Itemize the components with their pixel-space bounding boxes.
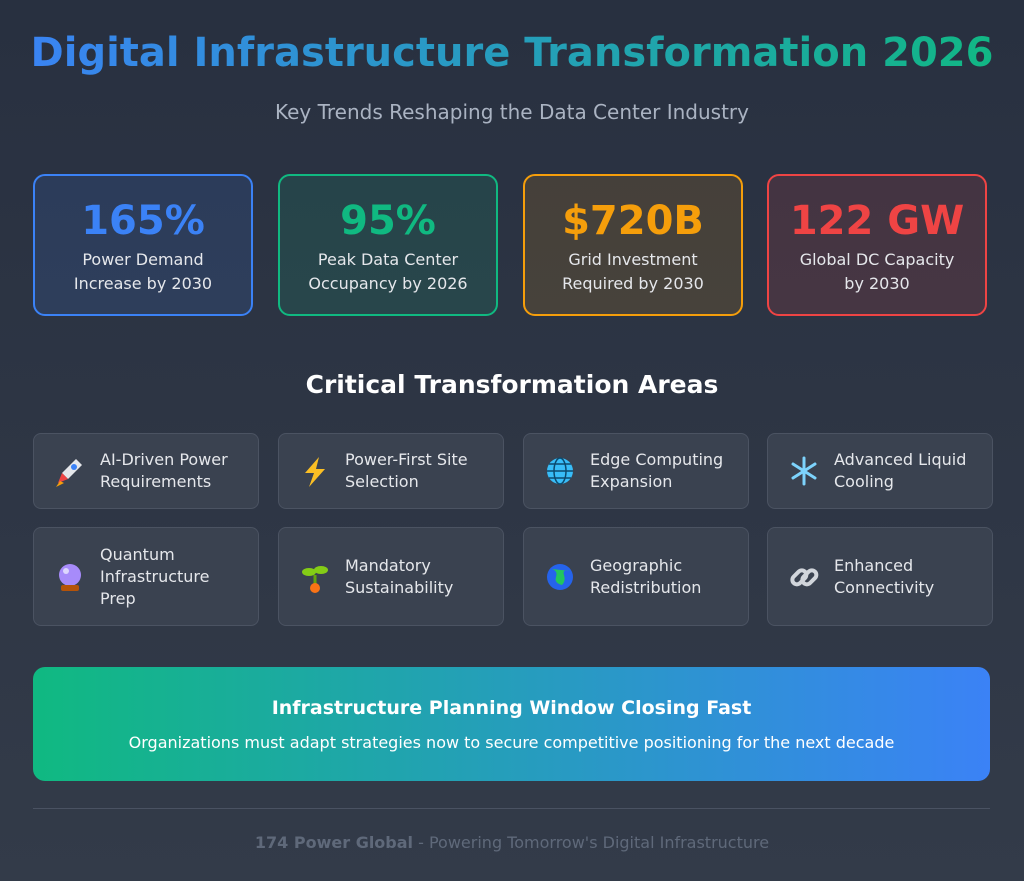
stat-card: 165% Power Demand Increase by 2030	[33, 174, 253, 316]
stat-value: $720B	[562, 198, 704, 244]
subtitle: Key Trends Reshaping the Data Center Ind…	[275, 100, 749, 124]
area-card: Power-First Site Selection	[278, 433, 504, 509]
stat-label: Grid Investment Required by 2030	[525, 248, 741, 296]
area-label-line: Expansion	[590, 472, 673, 491]
area-label-line: Sustainability	[345, 577, 454, 597]
area-card: Quantum Infrastructure Prep	[33, 527, 259, 626]
stat-label: Power Demand Increase by 2030	[35, 248, 251, 296]
icon	[791, 456, 817, 486]
footer-brand: 174 Power Global	[254, 833, 414, 852]
area-label-line: Mandatory	[345, 555, 431, 575]
area-label-line: Infrastructure	[100, 566, 210, 586]
area-card: Enhanced Connectivity	[767, 527, 993, 626]
area-label: Power-First Site Selection	[345, 449, 468, 493]
area-card: Geographic Redistribution	[523, 527, 749, 626]
stat-label-line: Global DC Capacity	[799, 250, 955, 269]
section-title: Critical Transformation Areas	[305, 370, 719, 399]
area-label: Geographic Redistribution	[590, 555, 701, 599]
stat-label-line: Peak Data Center	[317, 250, 459, 269]
icon	[547, 457, 573, 485]
area-label-line: Edge Computing	[590, 450, 724, 469]
icon	[547, 563, 573, 590]
banner-title: Infrastructure Planning Window Closing F…	[271, 697, 752, 719]
stat-label: Global DC Capacity by 2030	[769, 248, 985, 296]
stat-card: 95% Peak Data Center Occupancy by 2026	[278, 174, 498, 316]
stat-card: 122 GW Global DC Capacity by 2030	[767, 174, 987, 316]
area-label-line: Power-First Site	[345, 450, 468, 469]
area-label: Advanced Liquid Cooling	[834, 449, 966, 493]
area-label-line: AI-Driven Power	[100, 450, 228, 469]
area-label-line: Connectivity	[834, 577, 935, 597]
icon	[302, 565, 328, 593]
area-label-line: Redistribution	[590, 577, 702, 597]
stat-label-line: Required by 2030	[562, 274, 704, 293]
area-label: Enhanced Connectivity	[834, 555, 934, 599]
stat-value: 95%	[340, 198, 436, 244]
divider	[33, 808, 990, 809]
footer: 174 Power Global - Powering Tomorrow's D…	[0, 833, 1024, 852]
icon	[305, 457, 325, 487]
title: Digital Infrastructure Transformation 20…	[0, 30, 1024, 76]
area-label-line: Advanced Liquid	[834, 450, 967, 469]
icon	[790, 567, 819, 586]
stat-label-line: Increase by 2030	[73, 274, 213, 293]
area-card: AI-Driven Power Requirements	[33, 433, 259, 509]
stat-label-line: Grid Investment	[568, 250, 698, 269]
area-label: AI-Driven Power Requirements	[100, 449, 228, 493]
area-label: Mandatory Sustainability	[345, 555, 453, 599]
area-label-line: Prep	[100, 588, 136, 608]
area-card: Advanced Liquid Cooling	[767, 433, 993, 509]
area-label-line: Quantum	[100, 544, 175, 564]
stat-label-line: by 2030	[844, 274, 910, 293]
area-label-line: Geographic	[590, 555, 683, 575]
stat-label: Peak Data Center Occupancy by 2026	[280, 248, 496, 296]
icon	[56, 459, 82, 487]
area-label: Edge Computing Expansion	[590, 449, 723, 493]
footer-tagline: - Powering Tomorrow's Digital Infrastruc…	[413, 833, 770, 852]
banner-text: Organizations must adapt strategies now …	[128, 733, 895, 752]
stat-card: $720B Grid Investment Required by 2030	[523, 174, 743, 316]
stat-label-line: Power Demand	[82, 250, 204, 269]
banner: Infrastructure Planning Window Closing F…	[33, 667, 990, 781]
stat-value: 165%	[81, 198, 205, 244]
area-card: Edge Computing Expansion	[523, 433, 749, 509]
icon	[59, 563, 81, 591]
area-label-line: Requirements	[100, 472, 212, 491]
area-label-line: Selection	[345, 472, 419, 491]
area-label-line: Enhanced	[834, 555, 914, 575]
stat-value: 122 GW	[789, 198, 965, 244]
area-label: Quantum Infrastructure Prep	[100, 544, 209, 610]
area-card: Mandatory Sustainability	[278, 527, 504, 626]
stat-label-line: Occupancy by 2026	[308, 274, 468, 293]
area-label-line: Cooling	[834, 472, 894, 491]
